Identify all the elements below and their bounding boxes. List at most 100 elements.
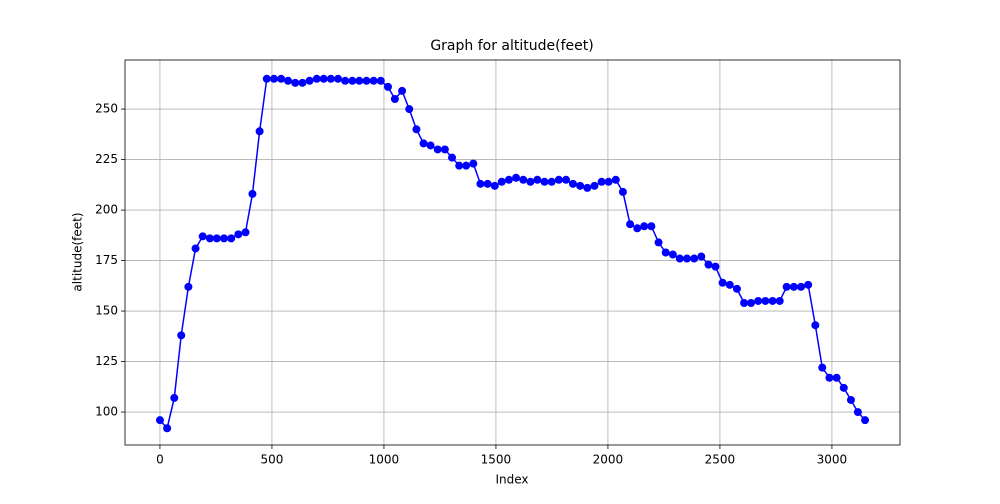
marker <box>383 82 392 91</box>
marker <box>547 177 556 186</box>
marker <box>319 74 328 83</box>
x-tick-label: 2000 <box>593 453 624 467</box>
marker <box>682 254 691 263</box>
marker <box>248 189 257 198</box>
marker <box>782 282 791 291</box>
marker <box>426 141 435 150</box>
marker <box>504 175 513 184</box>
marker <box>533 175 542 184</box>
marker <box>376 76 385 85</box>
marker <box>590 181 599 190</box>
marker <box>554 175 563 184</box>
x-tick-label: 500 <box>260 453 283 467</box>
marker <box>740 298 749 307</box>
marker <box>155 416 164 425</box>
marker <box>440 145 449 154</box>
marker <box>839 383 848 392</box>
marker <box>825 373 834 382</box>
x-tick-label: 1500 <box>481 453 512 467</box>
marker <box>163 424 172 433</box>
marker <box>191 244 200 253</box>
plot-frame <box>124 59 901 446</box>
marker <box>562 175 571 184</box>
marker <box>761 296 770 305</box>
marker <box>369 76 378 85</box>
marker <box>519 175 528 184</box>
marker <box>747 298 756 307</box>
marker <box>198 232 207 241</box>
marker <box>405 105 414 114</box>
marker <box>241 228 250 237</box>
marker <box>576 181 585 190</box>
marker <box>348 76 357 85</box>
marker <box>512 173 521 182</box>
marker <box>184 282 193 291</box>
marker <box>177 331 186 340</box>
marker <box>626 220 635 229</box>
x-tick-label: 0 <box>156 453 164 467</box>
marker <box>170 393 179 402</box>
y-tick-label: 250 <box>95 102 118 116</box>
marker <box>220 234 229 243</box>
y-tick-label: 100 <box>95 405 118 419</box>
marker <box>789 282 798 291</box>
marker <box>298 78 307 87</box>
marker <box>690 254 699 263</box>
marker <box>326 74 335 83</box>
marker <box>583 183 592 192</box>
marker <box>540 177 549 186</box>
marker <box>334 74 343 83</box>
marker <box>768 296 777 305</box>
marker <box>291 78 300 87</box>
x-tick-label: 2500 <box>705 453 736 467</box>
marker <box>277 74 286 83</box>
marker <box>654 238 663 247</box>
marker <box>526 177 535 186</box>
marker <box>754 296 763 305</box>
marker <box>205 234 214 243</box>
marker <box>269 74 278 83</box>
x-axis-label: Index <box>495 473 528 487</box>
marker <box>604 177 613 186</box>
marker <box>811 321 820 330</box>
marker <box>284 76 293 85</box>
marker <box>697 252 706 261</box>
y-tick-label: 175 <box>95 253 118 267</box>
marker <box>305 76 314 85</box>
y-tick-label: 150 <box>95 304 118 318</box>
marker <box>861 416 870 425</box>
x-tick-label: 1000 <box>369 453 400 467</box>
marker <box>433 145 442 154</box>
y-tick-label: 225 <box>95 152 118 166</box>
marker <box>846 395 855 404</box>
marker <box>212 234 221 243</box>
marker <box>668 250 677 259</box>
marker <box>469 159 478 168</box>
marker <box>341 76 350 85</box>
marker <box>647 222 656 231</box>
marker <box>412 125 421 134</box>
marker <box>462 161 471 170</box>
marker <box>611 175 620 184</box>
x-tick-label: 3000 <box>817 453 848 467</box>
marker <box>390 94 399 103</box>
y-tick-label: 125 <box>95 354 118 368</box>
marker <box>455 161 464 170</box>
marker <box>255 127 264 136</box>
marker <box>362 76 371 85</box>
marker <box>675 254 684 263</box>
marker <box>448 153 457 162</box>
marker <box>312 74 321 83</box>
marker <box>490 181 499 190</box>
marker <box>818 363 827 372</box>
line <box>159 78 866 430</box>
marker <box>661 248 670 257</box>
marker <box>419 139 428 148</box>
marker <box>853 408 862 417</box>
marker <box>640 222 649 231</box>
chart-title: Graph for altitude(feet) <box>430 38 593 54</box>
marker <box>718 278 727 287</box>
marker <box>832 373 841 382</box>
marker <box>618 187 627 196</box>
